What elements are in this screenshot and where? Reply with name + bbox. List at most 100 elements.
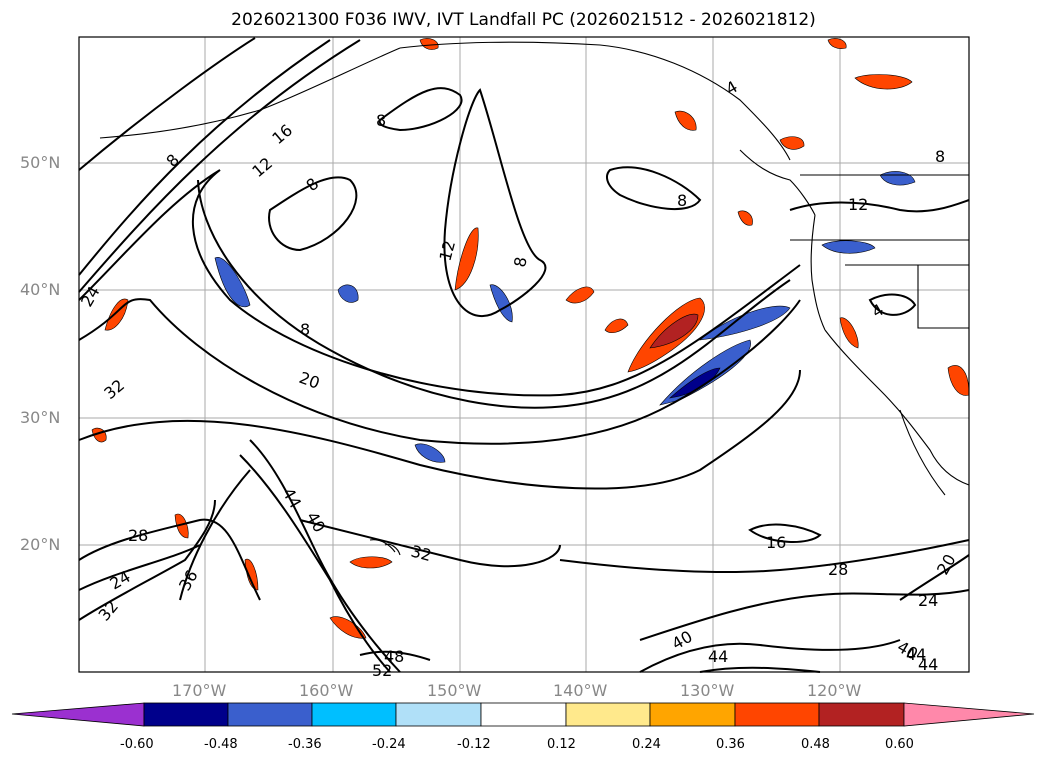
contour-label: 28 [128, 526, 148, 545]
shade-blue-left [214, 257, 251, 308]
shading-layer [91, 38, 970, 639]
shade-red-core [649, 313, 699, 349]
coastline-layer [99, 41, 970, 556]
graticule [79, 37, 969, 672]
contour-label: 8 [302, 174, 322, 195]
hawaii [369, 539, 401, 556]
shade-red-5 [349, 556, 393, 569]
colorbar-segment [734, 702, 820, 727]
map-frame [78, 36, 970, 673]
contour-label: 32 [409, 542, 434, 566]
contour-24-b [78, 544, 201, 591]
contour-label: 4 [723, 77, 741, 99]
lon-label-140w: 140°W [553, 681, 608, 700]
contour-12-a [78, 39, 331, 276]
coastline-alaska [399, 41, 791, 161]
shade-red-14 [419, 38, 439, 50]
contour-16-a [78, 39, 361, 293]
shade-red-7 [329, 616, 367, 639]
contour-label: 8 [376, 111, 386, 130]
contour-44-b [699, 666, 821, 673]
colorbar-segment [480, 702, 567, 727]
coastline-bc [739, 149, 816, 216]
contour-16-b [748, 523, 822, 543]
lat-label-20: 20°N [20, 535, 61, 554]
contour-24-a [78, 298, 801, 445]
contour-label: 24 [918, 591, 938, 610]
contour-40-a [239, 454, 391, 673]
coastline-baja [899, 409, 946, 496]
colorbar-tick: -0.12 [457, 737, 491, 752]
contour-label: 12 [848, 195, 868, 214]
colorbar-segment [227, 702, 313, 727]
contour-label: 44 [708, 647, 728, 666]
contour-8-d [606, 166, 702, 211]
colorbar-tick: 0.48 [801, 737, 830, 752]
contour-label: 8 [300, 320, 310, 339]
shade-red-12 [779, 136, 805, 150]
contour-20-main [78, 169, 801, 397]
shade-red-2 [104, 298, 129, 331]
colorbar-extend-low [11, 702, 145, 727]
shade-red-15 [737, 210, 753, 226]
shade-red-16 [827, 38, 847, 49]
colorbar-tick: 0.60 [885, 737, 914, 752]
contour-label: 4 [869, 300, 887, 322]
contour-label: 28 [828, 560, 848, 579]
contour-label: 48 [384, 647, 404, 666]
contour-44-a [249, 439, 401, 673]
contour-24-c [639, 589, 970, 641]
contour-label: 12 [436, 238, 460, 263]
colorbar-tick: 0.24 [632, 737, 661, 752]
contour-label: 16 [766, 533, 786, 552]
contour-36-a [179, 469, 251, 601]
coastline-wa-or [810, 214, 826, 331]
state-border-3 [917, 265, 969, 329]
colorbar-tick: -0.48 [204, 737, 238, 752]
contour-label: 8 [677, 191, 687, 210]
contour-layer [78, 37, 970, 673]
contour-labels: 8 16 12 8 8 12 8 8 8 12 4 8 4 24 32 20 1… [77, 77, 960, 680]
contour-20-inner [197, 179, 791, 409]
lon-label-120w: 120°W [807, 681, 862, 700]
contour-8-b [268, 176, 358, 252]
coastline-ca [824, 329, 970, 486]
shade-red-nw [854, 74, 913, 90]
colorbar-segment [649, 702, 736, 727]
colorbar-segment [395, 702, 482, 727]
contour-28-c [559, 539, 970, 573]
contour-label: 8 [935, 147, 945, 166]
colorbar-tick: -0.24 [372, 737, 406, 752]
colorbar-tick: -0.36 [288, 737, 322, 752]
shade-blue-coast-1 [821, 240, 876, 254]
lon-label-170w: 170°W [172, 681, 227, 700]
colorbar-extend-high [903, 702, 1035, 727]
contour-8-c [378, 87, 463, 132]
contour-label: 8 [510, 255, 530, 268]
contour-label: 20 [933, 551, 960, 578]
coastline-aleutians [99, 47, 401, 139]
contour-label: 40 [669, 627, 696, 654]
contour-32-a [78, 499, 216, 621]
shade-red-6 [244, 558, 259, 591]
shade-red-3 [604, 318, 629, 334]
lat-label-30: 30°N [20, 408, 61, 427]
colorbar-segment [565, 702, 651, 727]
contour-label: 32 [95, 597, 123, 625]
lon-label-160w: 160°W [299, 681, 354, 700]
shade-blue-small-1 [337, 284, 359, 303]
contour-8-a [78, 37, 256, 171]
shade-blue-coast-2 [879, 171, 916, 186]
contour-32-b [299, 519, 561, 568]
contour-40-b [639, 639, 901, 673]
colorbar-tick: 0.12 [547, 737, 576, 752]
contour-4-a [868, 293, 917, 316]
lat-label-50: 50°N [20, 153, 61, 172]
contour-label: 16 [268, 120, 296, 148]
contour-label: 24 [77, 283, 104, 310]
shade-blue-small-2 [489, 284, 513, 323]
contour-20-b [899, 554, 970, 601]
contour-label: 36 [175, 567, 202, 594]
lon-label-150w: 150°W [427, 681, 482, 700]
